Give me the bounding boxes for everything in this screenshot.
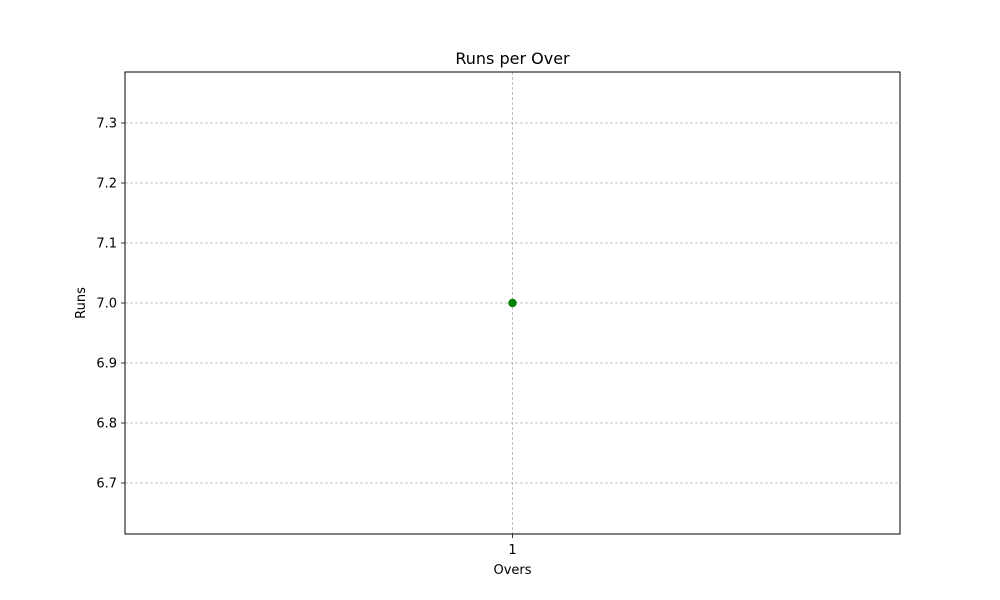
plot-area-frame xyxy=(124,71,901,535)
x-tick-label: 1 xyxy=(508,543,516,558)
chart-title: Runs per Over xyxy=(455,49,570,68)
y-tick-label: 7.3 xyxy=(96,117,117,132)
y-axis-label: Runs xyxy=(74,287,89,319)
y-tick-label: 6.7 xyxy=(96,477,117,492)
y-tick-label: 7.0 xyxy=(96,297,117,312)
y-tick-label: 6.8 xyxy=(96,417,117,432)
x-axis-label: Overs xyxy=(493,563,531,578)
ticks-layer: 6.7 6.8 6.9 7.0 7.1 7.2 7.3 1 xyxy=(96,117,516,559)
points-layer xyxy=(508,298,517,308)
y-tick-label: 7.1 xyxy=(96,237,117,252)
y-tick-label: 6.9 xyxy=(96,357,117,372)
data-point xyxy=(508,298,517,308)
y-tick-label: 7.2 xyxy=(96,177,117,192)
